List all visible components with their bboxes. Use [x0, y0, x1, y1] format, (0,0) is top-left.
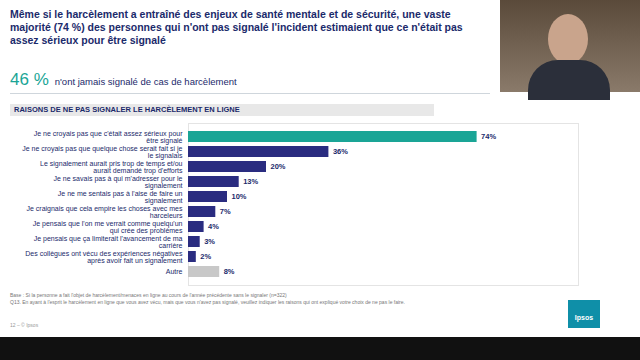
svg-text:74%: 74% — [481, 132, 496, 141]
html-text:RAISONS DE NE PAS SIGNALER LE: RAISONS DE NE PAS SIGNALER LE HARCÈLEMEN… — [14, 105, 240, 114]
svg-text:Le signalement aurait pris tro: Le signalement aurait pris trop de temps… — [40, 160, 183, 175]
svg-text:8%: 8% — [224, 267, 235, 276]
svg-text:Je pensais que l'on me verrait: Je pensais que l'on me verrait comme que… — [33, 220, 183, 235]
html-text:Base : Si la personne a fait l: Base : Si la personne a fait l'objet de … — [10, 292, 287, 298]
svg-text:20%: 20% — [271, 162, 286, 171]
html-text:Q13. En ayant à l'esprit le ha: Q13. En ayant à l'esprit le harcèlement … — [10, 298, 405, 305]
html-text:Ipsos: Ipsos — [574, 314, 594, 321]
html-text:46 % n'ont jamais signalé de c: 46 % n'ont jamais signalé de cas de harc… — [10, 70, 237, 89]
svg-text:2%: 2% — [200, 252, 211, 261]
svg-text:7%: 7% — [220, 207, 231, 216]
html-text:12 – © Ipsos: 12 – © Ipsos — [10, 322, 39, 328]
svg-text:4%: 4% — [208, 222, 219, 231]
svg-text:Je craignais que cela empire l: Je craignais que cela empire les choses … — [26, 205, 183, 219]
svg-text:Je ne me sentais pas à l'aise: Je ne me sentais pas à l'aise de faire u… — [58, 190, 183, 205]
svg-text:Je ne croyais pas que c'était: Je ne croyais pas que c'était assez séri… — [34, 130, 183, 145]
svg-text:Des collègues ont vécu des exp: Des collègues ont vécu des expériences n… — [25, 250, 183, 265]
svg-text:36%: 36% — [333, 147, 348, 156]
svg-text:Je ne savais pas à qui m'adres: Je ne savais pas à qui m'adresser pour l… — [54, 175, 183, 190]
svg-text:10%: 10% — [232, 192, 247, 201]
svg-text:Je ne croyais pas que quelque: Je ne croyais pas que quelque chose sera… — [22, 145, 183, 160]
svg-text:13%: 13% — [243, 177, 258, 186]
html-text:Même si le harcèlement a entra: Même si le harcèlement a entraîné des en… — [10, 8, 463, 46]
svg-text:Autre: Autre — [166, 268, 183, 275]
svg-text:Je pensais que ça limiterait l: Je pensais que ça limiterait l'avancemen… — [34, 235, 183, 249]
svg-text:3%: 3% — [204, 237, 215, 246]
